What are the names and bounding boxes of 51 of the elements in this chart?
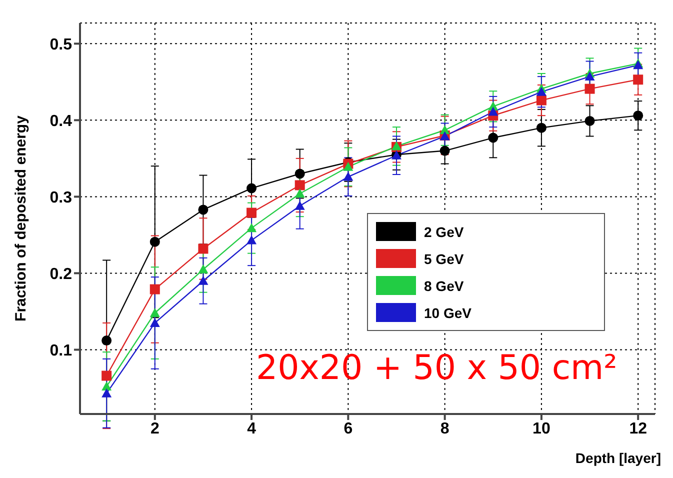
- point: [536, 122, 546, 133]
- point: [198, 244, 208, 254]
- point: [198, 204, 208, 215]
- point: [102, 336, 112, 346]
- point: [536, 95, 546, 106]
- point: [246, 208, 257, 218]
- point: [536, 86, 546, 96]
- point: [246, 235, 257, 244]
- point: [633, 74, 644, 85]
- x-tick-label: 2: [150, 420, 160, 438]
- legend-label: 10 GeV: [424, 304, 472, 320]
- point: [584, 116, 595, 126]
- point: [102, 388, 112, 398]
- legend-label: 8 GeV: [424, 278, 464, 294]
- point: [150, 284, 160, 294]
- x-tick-label: 4: [247, 420, 256, 438]
- point: [488, 106, 498, 116]
- y-tick-label: 0.2: [50, 266, 72, 283]
- point: [198, 264, 208, 274]
- x-tick-label: 12: [629, 420, 648, 438]
- point: [150, 318, 160, 327]
- y-tick-label: 0.1: [50, 342, 72, 360]
- point: [584, 72, 595, 81]
- point: [343, 162, 354, 171]
- point: [246, 223, 257, 232]
- x-axis-title: Depth [layer]: [575, 450, 661, 466]
- y-tick-label: 0.4: [50, 112, 72, 130]
- point: [102, 381, 112, 390]
- point: [488, 132, 498, 143]
- point: [102, 370, 112, 381]
- y-tick-label: 0.3: [50, 189, 72, 206]
- point: [294, 168, 305, 179]
- point: [343, 172, 354, 181]
- legend-label: 5 GeV: [424, 250, 464, 266]
- point: [294, 180, 305, 190]
- x-tick-label: 8: [440, 420, 450, 438]
- point: [294, 188, 305, 198]
- point: [150, 236, 160, 247]
- point: [150, 308, 160, 317]
- point: [440, 146, 450, 156]
- x-tick-label: 10: [532, 420, 550, 438]
- point: [584, 84, 595, 94]
- y-axis-title: Fraction of deposited energy: [12, 114, 30, 322]
- legend-label: 2 GeV: [424, 224, 464, 240]
- point: [294, 200, 305, 210]
- x-tick-label: 6: [344, 420, 353, 438]
- y-tick-label: 0.5: [50, 36, 72, 54]
- point: [633, 110, 644, 121]
- annotation: 20x20 + 50 x 50 cm²: [256, 348, 618, 388]
- point: [246, 183, 257, 194]
- point: [198, 276, 208, 285]
